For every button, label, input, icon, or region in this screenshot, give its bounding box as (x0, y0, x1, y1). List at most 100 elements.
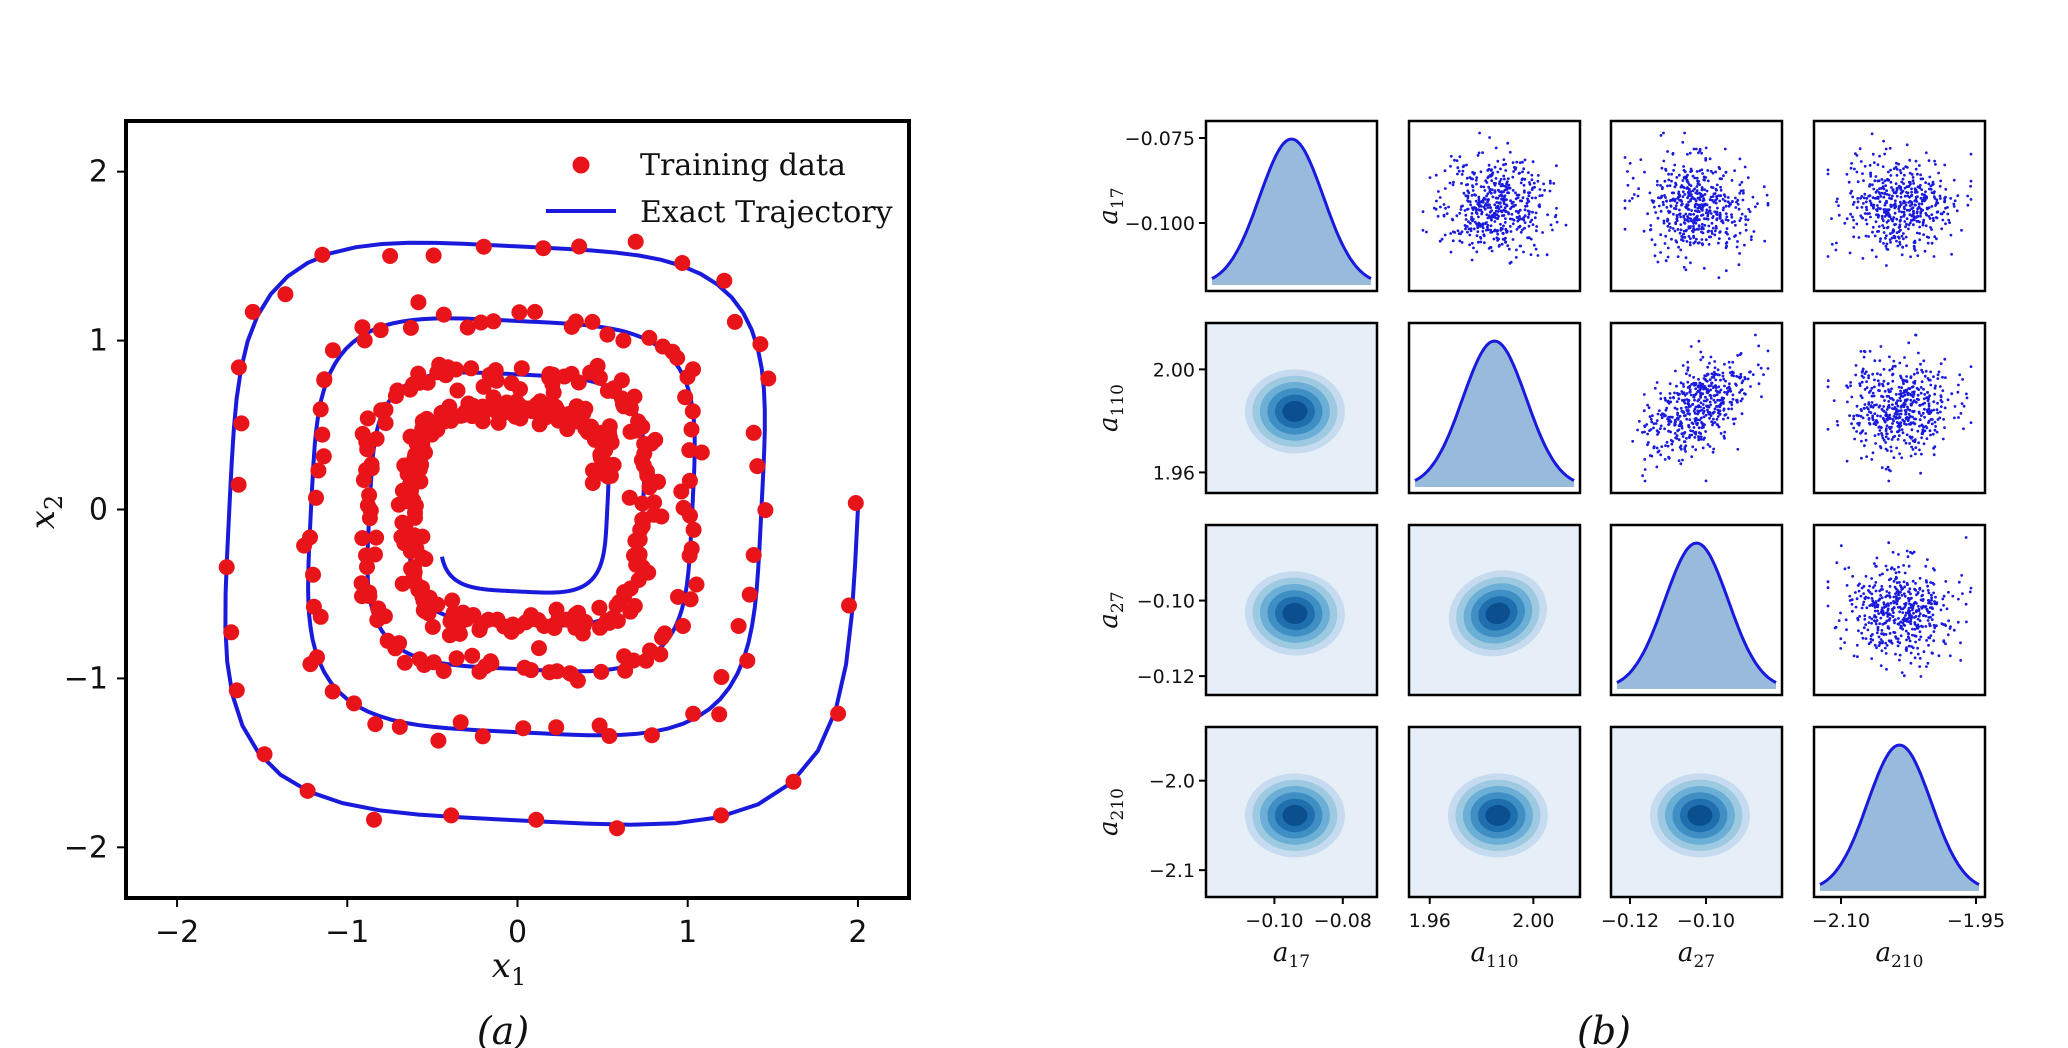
sample-point (1858, 421, 1861, 425)
sample-point (1946, 633, 1950, 637)
sample-point (1521, 160, 1524, 164)
sample-point (1681, 190, 1685, 194)
sample-point (1923, 605, 1927, 609)
sample-point (1744, 218, 1748, 221)
sample-point (1698, 218, 1701, 222)
sample-point (1848, 414, 1851, 417)
sample-point (1918, 448, 1921, 452)
sample-point (1855, 206, 1859, 210)
sample-point (1899, 188, 1903, 192)
cell-frame (1407, 321, 1582, 495)
sample-point (1879, 373, 1882, 377)
sample-point (1905, 638, 1908, 642)
sample-point (1719, 388, 1723, 392)
sample-point (1455, 159, 1459, 163)
training-point (669, 350, 686, 366)
pair-cell-0-0 (1204, 119, 1379, 293)
sample-point (1868, 163, 1872, 167)
sample-point (1888, 416, 1892, 420)
sample-point (1879, 186, 1883, 190)
sample-point (1933, 428, 1937, 432)
sample-point (1734, 223, 1737, 227)
sample-point (1434, 173, 1438, 177)
sample-point (1698, 381, 1702, 385)
sample-point (1686, 380, 1690, 384)
y-tick-label: −2 (64, 830, 108, 865)
sample-point (1679, 422, 1682, 426)
sample-point (1919, 598, 1923, 602)
sample-point (1850, 395, 1854, 399)
sample-point (1871, 405, 1875, 409)
sample-point (1757, 344, 1761, 348)
sample-point (1668, 396, 1672, 400)
sample-point (1681, 435, 1685, 438)
sample-point (1861, 416, 1865, 420)
sample-point (1897, 230, 1901, 234)
sample-point (1867, 376, 1870, 380)
sample-point (1683, 131, 1686, 135)
sample-point (1906, 635, 1910, 639)
sample-point (1739, 189, 1743, 193)
sample-point (1855, 404, 1859, 408)
sample-point (1702, 406, 1706, 410)
sample-point (1710, 376, 1714, 379)
sample-point (1939, 212, 1943, 216)
sample-point (1703, 178, 1706, 182)
sample-point (1706, 373, 1710, 376)
sample-point (1908, 587, 1912, 591)
sample-point (1861, 257, 1865, 260)
sample-point (1754, 333, 1757, 337)
sample-point (1926, 619, 1930, 622)
training-point (448, 650, 465, 667)
sample-point (1650, 454, 1654, 458)
training-point (377, 415, 394, 432)
sample-point (1880, 407, 1884, 411)
sample-point (1683, 446, 1687, 450)
sample-point (1684, 256, 1688, 260)
sample-point (1892, 595, 1896, 599)
sample-point (1893, 406, 1897, 409)
sample-point (1942, 594, 1946, 598)
sample-point (1939, 405, 1943, 408)
sample-point (1514, 256, 1518, 259)
sample-point (1499, 228, 1503, 232)
sample-point (1710, 229, 1713, 233)
sample-point (1843, 567, 1847, 571)
sample-point (1697, 206, 1701, 210)
sample-point (1969, 152, 1973, 156)
sample-point (1713, 421, 1717, 424)
sample-point (1532, 243, 1536, 247)
sample-point (1894, 600, 1898, 603)
sample-point (1443, 169, 1447, 173)
y-tick-label: 2 (89, 155, 108, 190)
sample-point (1668, 392, 1672, 395)
pair-x-tick-label: −2.10 (1812, 910, 1870, 932)
sample-point (1739, 376, 1742, 379)
sample-point (1694, 221, 1698, 225)
sample-point (1703, 223, 1707, 227)
sample-point (1929, 370, 1932, 374)
sample-point (1897, 553, 1900, 556)
sample-point (1878, 359, 1882, 362)
sample-point (1903, 594, 1907, 598)
sample-point (1885, 264, 1888, 267)
sample-point (1908, 213, 1912, 217)
sample-point (1899, 195, 1903, 199)
sample-point (1733, 235, 1736, 238)
panel-a-caption: (a) (477, 1009, 529, 1048)
training-point (584, 313, 601, 330)
pair-x-tick-label: 2.00 (1512, 910, 1554, 932)
sample-point (1682, 414, 1686, 418)
training-point (353, 575, 370, 592)
sample-point (1872, 161, 1876, 165)
sample-point (1523, 158, 1527, 162)
sample-point (1928, 409, 1931, 413)
sample-point (1888, 413, 1892, 417)
sample-point (1901, 245, 1904, 249)
sample-point (1457, 232, 1461, 236)
sample-point (1860, 606, 1864, 610)
sample-point (1712, 417, 1715, 421)
sample-point (1903, 624, 1907, 627)
training-point (389, 382, 406, 399)
sample-point (1894, 199, 1897, 203)
